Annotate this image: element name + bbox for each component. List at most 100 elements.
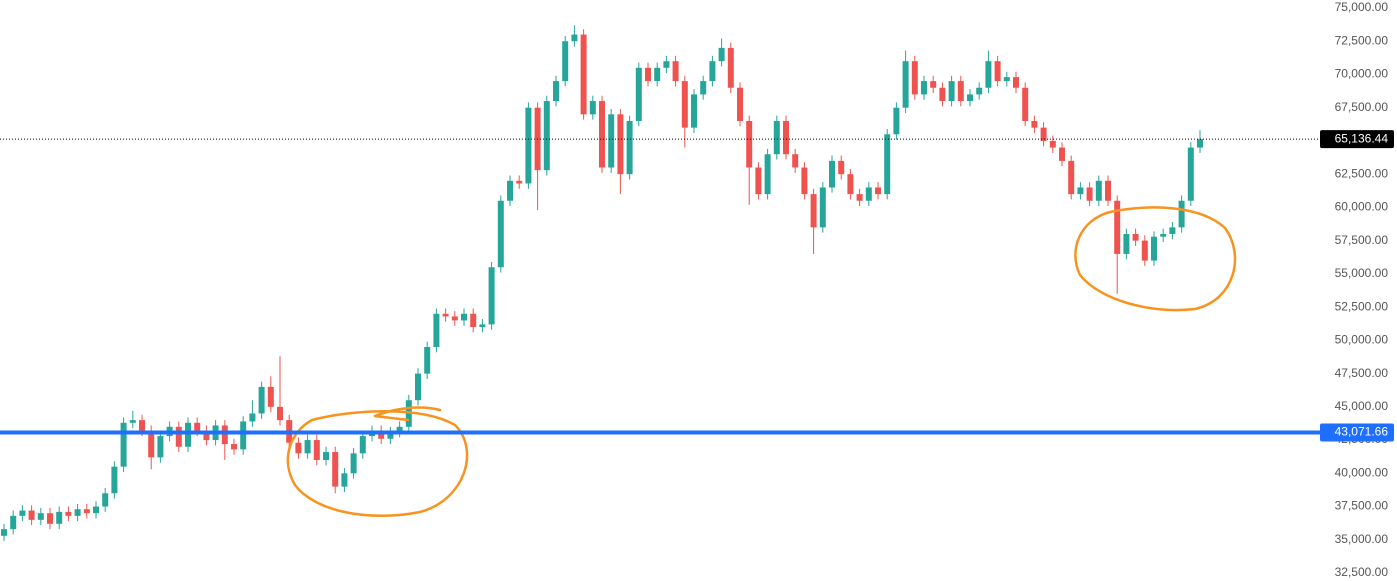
candle-body (810, 194, 817, 228)
candle-body (442, 313, 449, 317)
y-tick-label: 67,500.00 (1335, 100, 1389, 114)
candle-body (129, 420, 136, 423)
candle-body (37, 513, 44, 520)
candle-body (635, 67, 642, 121)
candle-body (626, 120, 633, 175)
candle-body (148, 430, 155, 458)
candle-body (1151, 236, 1157, 261)
candle-body (1105, 180, 1111, 201)
candle-body (240, 421, 247, 450)
candle-body (893, 107, 900, 135)
candle-body (194, 422, 201, 431)
candle-body (1003, 77, 1010, 82)
candle-body (764, 154, 771, 195)
candle-body (856, 194, 863, 201)
candle-body (663, 61, 670, 68)
candle-body (350, 453, 357, 474)
candle-body (10, 515, 17, 530)
candle-body (792, 154, 799, 168)
y-tick-label: 75,000.00 (1335, 0, 1389, 14)
candles (1, 25, 1203, 542)
candle-body (939, 87, 946, 102)
candle-body (56, 511, 63, 524)
candle-body (617, 114, 624, 175)
candle-body (1049, 140, 1056, 148)
y-tick-label: 70,000.00 (1335, 67, 1389, 81)
candle-body (1123, 233, 1130, 254)
candle-body (470, 313, 477, 328)
candle-body (829, 160, 835, 188)
candle-body (967, 94, 973, 102)
candle-body (691, 94, 697, 128)
candle-body (1086, 187, 1093, 201)
y-tick-label: 52,500.00 (1335, 299, 1389, 313)
candle-body (709, 61, 716, 82)
candle-body (1169, 227, 1176, 234)
candle-body (681, 81, 688, 128)
candle-body (249, 413, 256, 422)
candle-body (1022, 87, 1029, 121)
candle-body (341, 473, 348, 487)
candle-body (221, 425, 228, 445)
last-price-label: 65,136.44 (1335, 131, 1389, 145)
candle-body (516, 180, 523, 184)
candle-body (746, 120, 753, 168)
candle-body (203, 430, 210, 441)
candle-body (718, 47, 725, 62)
candle-body (525, 107, 532, 184)
candle-body (819, 187, 826, 228)
y-tick-label: 47,500.00 (1335, 366, 1389, 380)
candle-body (921, 81, 927, 95)
candle-body (488, 267, 495, 325)
candle-body (323, 452, 329, 461)
candle-body (28, 510, 35, 520)
y-tick-label: 32,500.00 (1335, 565, 1389, 579)
candle-body (304, 440, 311, 454)
candle-body (102, 493, 109, 507)
candle-body (589, 101, 596, 115)
candle-body (902, 61, 909, 108)
horizontal-line-box (1320, 423, 1394, 442)
candle-body (645, 67, 651, 82)
candle-body (175, 426, 182, 447)
candle-body (976, 87, 983, 95)
candle-body (543, 101, 550, 171)
candle-body (599, 101, 605, 168)
candle-body (1013, 77, 1019, 88)
candle-body (1187, 147, 1194, 201)
candle-body (1132, 233, 1139, 241)
y-tick-label: 60,000.00 (1335, 200, 1389, 214)
candle-body (580, 34, 587, 115)
orange-circle (286, 410, 469, 518)
candle-body (737, 87, 743, 121)
candle-body (378, 430, 385, 439)
candle-body (700, 81, 707, 95)
candle-body (1178, 200, 1185, 228)
candle-body (507, 180, 513, 201)
candle-body (277, 406, 283, 421)
y-tick-label: 62,500.00 (1335, 166, 1389, 180)
candle-body (1059, 147, 1065, 161)
candle-body (930, 81, 937, 88)
candle-body (755, 167, 762, 195)
candle-body (111, 466, 118, 494)
candle-body (672, 61, 679, 82)
candle-body (65, 511, 72, 516)
candle-body (185, 422, 191, 447)
candle-body (396, 426, 403, 433)
orange-stroke (373, 406, 442, 422)
candle-body (1077, 187, 1084, 195)
candle-body (313, 440, 320, 461)
y-tick-label: 50,000.00 (1335, 333, 1389, 347)
candle-body (47, 513, 53, 524)
candle-body (773, 120, 780, 155)
y-tick-label: 37,500.00 (1335, 499, 1389, 513)
candle-body (1095, 180, 1102, 201)
candle-body (801, 167, 808, 195)
candle-body (1040, 127, 1047, 141)
candle-body (433, 313, 440, 348)
candle-body (497, 200, 504, 268)
y-tick-label: 40,000.00 (1335, 465, 1389, 479)
orange-circle (1074, 206, 1237, 312)
